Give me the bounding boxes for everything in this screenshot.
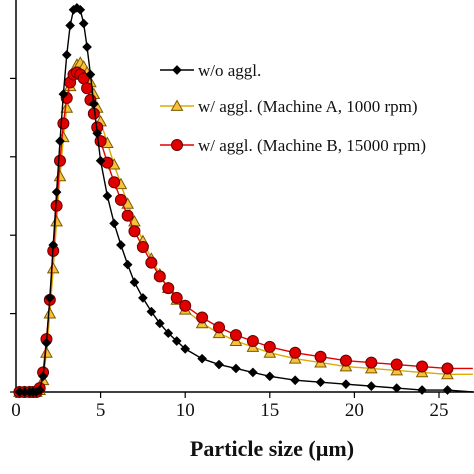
circle-marker bbox=[179, 299, 192, 312]
ticks: 0 5 10 15 20 25 bbox=[10, 77, 449, 421]
diamond-marker bbox=[214, 359, 224, 370]
triangle-marker bbox=[40, 346, 53, 358]
diamond-marker bbox=[264, 371, 275, 382]
diamond-marker bbox=[61, 50, 72, 60]
diamond-marker bbox=[102, 191, 113, 201]
diamond-marker bbox=[51, 187, 62, 197]
circle-marker bbox=[213, 321, 226, 334]
x-tick-label: 20 bbox=[345, 400, 364, 421]
diamond-marker bbox=[171, 336, 182, 346]
circle-marker bbox=[153, 270, 166, 283]
circle-marker bbox=[196, 311, 209, 324]
diamond-marker bbox=[172, 65, 182, 75]
circle-marker bbox=[57, 117, 70, 130]
diamond-marker bbox=[129, 277, 140, 288]
diamond-marker bbox=[41, 338, 52, 348]
circle-marker bbox=[441, 362, 454, 375]
legend-label: w/ aggl. (Machine A, 1000 rpm) bbox=[198, 97, 418, 116]
diamond-marker bbox=[197, 353, 207, 364]
diamond-marker bbox=[154, 318, 165, 329]
series-line bbox=[19, 7, 473, 393]
circle-marker bbox=[136, 240, 149, 253]
series-circle bbox=[13, 66, 473, 398]
series-diamond bbox=[14, 3, 473, 397]
diamond-marker bbox=[55, 136, 65, 146]
diamond-marker bbox=[146, 306, 157, 317]
diamond-marker bbox=[122, 259, 133, 270]
circle-marker bbox=[121, 209, 134, 222]
x-tick-label: 25 bbox=[430, 400, 449, 421]
circle-marker bbox=[162, 282, 175, 295]
x-tick-label: 0 bbox=[11, 400, 21, 421]
diamond-marker bbox=[58, 89, 69, 99]
diamond-marker bbox=[48, 240, 59, 250]
diamond-marker bbox=[163, 328, 174, 339]
diamond-marker bbox=[82, 42, 92, 52]
triangle-marker bbox=[53, 169, 67, 182]
circle-marker bbox=[339, 354, 352, 367]
series-line bbox=[19, 61, 473, 393]
triangle-marker bbox=[46, 261, 60, 274]
circle-marker bbox=[114, 193, 127, 206]
triangle-marker bbox=[50, 214, 63, 227]
legend-label: w/ aggl. (Machine B, 15000 rpm) bbox=[198, 136, 426, 155]
diamond-marker bbox=[92, 128, 103, 139]
legend: w/o aggl. w/ aggl. (Machine A, 1000 rpm) w… bbox=[160, 61, 426, 155]
circle-marker bbox=[289, 346, 302, 359]
circle-marker bbox=[263, 340, 276, 353]
diamond-marker bbox=[290, 375, 301, 386]
circle-marker bbox=[365, 356, 378, 369]
circle-marker bbox=[246, 335, 259, 348]
diamond-marker bbox=[95, 155, 106, 166]
circle-marker bbox=[171, 139, 183, 151]
diamond-marker bbox=[231, 363, 241, 374]
x-tick-label: 5 bbox=[96, 400, 106, 421]
diamond-marker bbox=[442, 385, 453, 395]
series-layer bbox=[13, 3, 473, 398]
diamond-marker bbox=[45, 293, 55, 303]
diamond-marker bbox=[315, 377, 326, 388]
diamond-marker bbox=[65, 20, 75, 31]
diamond-marker bbox=[78, 18, 89, 29]
circle-marker bbox=[170, 291, 183, 304]
diamond-marker bbox=[180, 344, 191, 354]
diamond-marker bbox=[109, 218, 119, 229]
diamond-marker bbox=[248, 367, 258, 378]
circle-marker bbox=[314, 350, 327, 363]
diamond-marker bbox=[89, 99, 99, 109]
triangle-marker bbox=[60, 101, 74, 113]
x-tick-label: 10 bbox=[176, 400, 195, 421]
diamond-marker bbox=[85, 69, 96, 80]
diamond-marker bbox=[391, 383, 402, 393]
triangle-marker bbox=[43, 307, 57, 319]
diamond-marker bbox=[138, 293, 148, 303]
circle-marker bbox=[390, 358, 403, 371]
circle-marker bbox=[53, 154, 66, 167]
diamond-marker bbox=[341, 379, 351, 389]
diamond-marker bbox=[417, 385, 427, 395]
legend-label: w/o aggl. bbox=[198, 61, 261, 80]
diamond-marker bbox=[75, 4, 86, 15]
diamond-marker bbox=[34, 385, 45, 395]
circle-marker bbox=[145, 256, 158, 269]
x-tick-label: 15 bbox=[260, 400, 279, 421]
diamond-marker bbox=[116, 240, 126, 250]
circle-marker bbox=[108, 176, 121, 189]
diamond-marker bbox=[366, 381, 377, 391]
diamond-marker bbox=[38, 371, 48, 382]
x-axis-title: Particle size (µm) bbox=[190, 436, 354, 461]
triangle-marker bbox=[170, 99, 184, 111]
circle-marker bbox=[128, 225, 141, 238]
circle-marker bbox=[229, 329, 242, 342]
circle-marker bbox=[416, 360, 429, 373]
axes bbox=[15, 0, 474, 393]
